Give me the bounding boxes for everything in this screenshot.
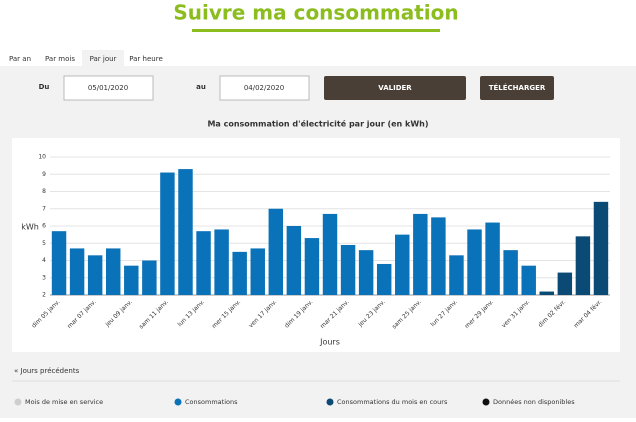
bar	[106, 248, 121, 295]
previous-link[interactable]: « Jours précédents	[14, 367, 80, 375]
bar	[304, 238, 320, 295]
tab[interactable]: Par jour	[90, 55, 117, 63]
y-axis-label: kWh	[21, 223, 39, 232]
submit-button[interactable]	[324, 76, 466, 100]
bar	[413, 213, 428, 295]
active-tab	[82, 50, 124, 66]
y-tick-label: 8	[42, 188, 46, 195]
to-input[interactable]	[219, 75, 310, 101]
submit-text: VALIDER	[378, 84, 412, 92]
from-value: 05/01/2020	[88, 84, 128, 92]
bar	[575, 236, 591, 295]
bar	[87, 255, 103, 295]
bar	[521, 265, 536, 295]
bar	[142, 260, 157, 295]
tab[interactable]: Par an	[9, 55, 31, 63]
bar	[124, 265, 139, 295]
bar	[376, 263, 392, 295]
y-tick-label: 9	[42, 171, 46, 178]
legend-swatch	[14, 398, 22, 406]
y-tick-label: 3	[42, 274, 46, 281]
x-axis-label: Jours	[319, 338, 340, 347]
chart-title: Ma consommation d'électricité par jour (…	[207, 119, 428, 129]
from-input[interactable]	[63, 75, 154, 101]
bar	[395, 234, 410, 295]
to-value: 04/02/2020	[244, 84, 284, 92]
bar	[268, 208, 284, 295]
to-label: au	[196, 83, 206, 91]
bar	[539, 291, 554, 295]
legend-swatch	[174, 398, 182, 406]
bar	[214, 229, 229, 295]
bar	[557, 272, 573, 295]
legend-label: Données non disponibles	[493, 398, 575, 406]
bar	[51, 231, 67, 295]
legend-label: Mois de mise en service	[25, 398, 103, 406]
page-title: Suivre ma consommation	[173, 1, 458, 25]
bar	[358, 250, 374, 295]
bar	[286, 226, 302, 295]
bar	[340, 244, 356, 295]
bar	[160, 172, 175, 295]
bar	[593, 201, 609, 295]
download-button[interactable]	[480, 76, 554, 100]
download-text: TÉLÉCHARGER	[489, 83, 546, 92]
bar	[467, 229, 482, 295]
legend-swatch	[326, 398, 334, 406]
title-underline	[192, 29, 440, 32]
bar	[69, 248, 85, 295]
y-tick-label: 10	[38, 154, 46, 161]
bar	[449, 255, 464, 295]
bar	[250, 248, 265, 295]
y-tick-label: 4	[42, 257, 46, 264]
bar	[485, 222, 500, 295]
tab[interactable]: Par mois	[45, 55, 75, 63]
bar	[431, 217, 446, 295]
bar	[196, 231, 211, 295]
bar	[322, 213, 338, 295]
bar	[232, 251, 247, 295]
legend-swatch	[482, 398, 490, 406]
y-tick-label: 5	[42, 240, 46, 247]
tab[interactable]: Par heure	[129, 55, 163, 63]
bar	[178, 169, 193, 295]
legend-label: Consommations du mois en cours	[337, 398, 448, 406]
y-tick-label: 6	[42, 223, 46, 230]
y-tick-label: 7	[42, 205, 46, 212]
from-label: Du	[39, 83, 50, 91]
y-tick-label: 2	[42, 292, 46, 299]
legend-label: Consommations	[185, 398, 238, 406]
bar	[503, 250, 518, 295]
